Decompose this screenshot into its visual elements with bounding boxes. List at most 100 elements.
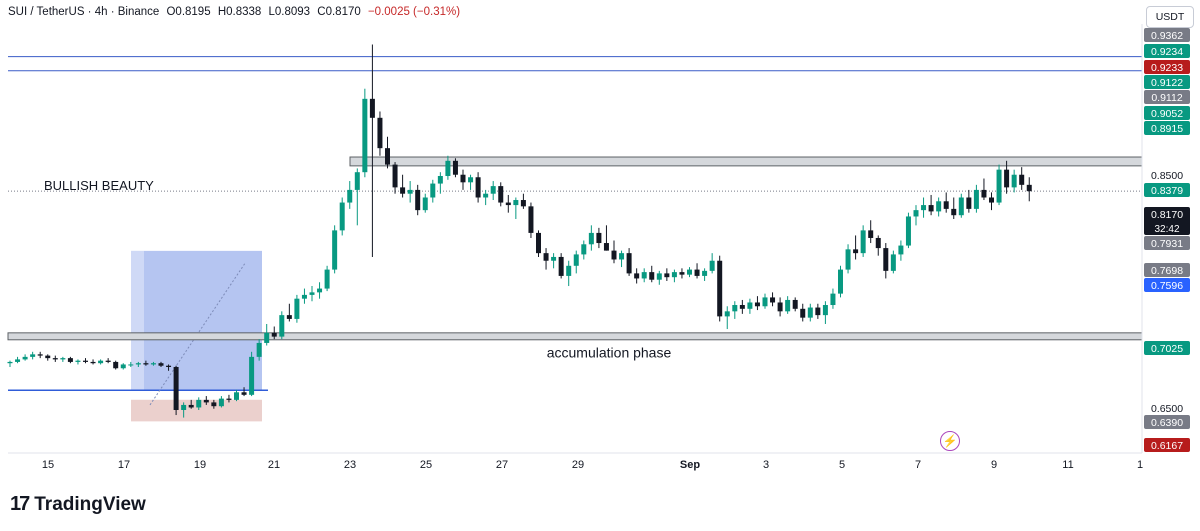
candle[interactable] bbox=[1004, 160, 1010, 194]
candle[interactable] bbox=[369, 44, 375, 257]
candle[interactable] bbox=[392, 162, 398, 194]
candle[interactable] bbox=[543, 248, 549, 270]
candle[interactable] bbox=[860, 225, 866, 257]
candle[interactable] bbox=[800, 303, 806, 322]
candle[interactable] bbox=[286, 303, 292, 322]
lightning-icon[interactable]: ⚡ bbox=[940, 431, 960, 451]
candle[interactable] bbox=[732, 301, 738, 319]
candle[interactable] bbox=[898, 240, 904, 261]
candle[interactable] bbox=[60, 356, 66, 362]
candle[interactable] bbox=[354, 168, 360, 226]
candle[interactable] bbox=[754, 296, 760, 311]
candle[interactable] bbox=[830, 288, 836, 309]
candle[interactable] bbox=[143, 360, 149, 366]
candle[interactable] bbox=[188, 399, 194, 409]
candle[interactable] bbox=[966, 189, 972, 213]
candle[interactable] bbox=[452, 158, 458, 178]
candle[interactable] bbox=[671, 269, 677, 283]
candle[interactable] bbox=[875, 235, 881, 256]
candle[interactable] bbox=[717, 255, 723, 322]
candle[interactable] bbox=[868, 220, 874, 244]
candle[interactable] bbox=[581, 240, 587, 260]
candle[interactable] bbox=[196, 397, 202, 410]
candle[interactable] bbox=[294, 294, 300, 323]
candle[interactable] bbox=[777, 297, 783, 317]
candle[interactable] bbox=[928, 194, 934, 216]
candle[interactable] bbox=[709, 253, 715, 274]
candle[interactable] bbox=[120, 363, 126, 370]
candle[interactable] bbox=[445, 155, 451, 180]
candle[interactable] bbox=[226, 394, 232, 403]
candle[interactable] bbox=[271, 326, 277, 340]
candle[interactable] bbox=[203, 396, 209, 405]
candle[interactable] bbox=[181, 402, 187, 418]
candle[interactable] bbox=[785, 296, 791, 314]
candle[interactable] bbox=[566, 260, 572, 287]
candle[interactable] bbox=[430, 179, 436, 203]
candle[interactable] bbox=[113, 360, 119, 370]
candle[interactable] bbox=[838, 265, 843, 298]
candle[interactable] bbox=[641, 268, 647, 283]
candle[interactable] bbox=[1026, 177, 1032, 202]
candle[interactable] bbox=[422, 193, 428, 213]
candle[interactable] bbox=[762, 293, 768, 309]
candle[interactable] bbox=[951, 197, 957, 219]
candle[interactable] bbox=[989, 192, 994, 211]
candle[interactable] bbox=[822, 301, 828, 324]
candle[interactable] bbox=[588, 225, 594, 251]
candle[interactable] bbox=[596, 227, 602, 249]
candle[interactable] bbox=[687, 267, 692, 278]
candle[interactable] bbox=[241, 387, 247, 397]
candle[interactable] bbox=[739, 299, 745, 314]
candle[interactable] bbox=[166, 364, 172, 371]
candle[interactable] bbox=[573, 250, 579, 274]
candle[interactable] bbox=[377, 111, 383, 156]
candle[interactable] bbox=[626, 248, 632, 276]
candle[interactable] bbox=[385, 136, 390, 169]
candle[interactable] bbox=[913, 205, 919, 226]
candle[interactable] bbox=[558, 253, 564, 279]
resistance-zone[interactable] bbox=[349, 156, 1143, 167]
candle[interactable] bbox=[513, 197, 519, 219]
candle[interactable] bbox=[845, 244, 851, 274]
candle[interactable] bbox=[211, 399, 217, 409]
candle[interactable] bbox=[890, 250, 896, 274]
candle[interactable] bbox=[883, 243, 889, 279]
candle[interactable] bbox=[853, 235, 859, 260]
candle[interactable] bbox=[339, 197, 345, 236]
candle[interactable] bbox=[105, 358, 111, 364]
candle[interactable] bbox=[98, 359, 104, 365]
candle[interactable] bbox=[498, 182, 504, 207]
currency-button[interactable]: USDT bbox=[1146, 6, 1194, 28]
candle[interactable] bbox=[656, 270, 662, 285]
annotation-label[interactable]: accumulation phase bbox=[547, 344, 672, 360]
candle[interactable] bbox=[90, 359, 96, 365]
candle[interactable] bbox=[309, 286, 315, 302]
candle[interactable] bbox=[936, 197, 942, 217]
candle[interactable] bbox=[528, 202, 534, 238]
candle[interactable] bbox=[128, 361, 134, 367]
candle[interactable] bbox=[603, 225, 609, 251]
candle[interactable] bbox=[679, 268, 685, 279]
candle[interactable] bbox=[332, 225, 338, 274]
support-zone[interactable] bbox=[7, 332, 1143, 341]
candle[interactable] bbox=[256, 339, 262, 361]
candle[interactable] bbox=[747, 298, 753, 314]
candle[interactable] bbox=[407, 181, 413, 203]
candle[interactable] bbox=[437, 172, 443, 194]
candle[interactable] bbox=[815, 303, 821, 319]
candle[interactable] bbox=[724, 306, 730, 330]
candle[interactable] bbox=[619, 250, 625, 268]
candle[interactable] bbox=[218, 396, 224, 408]
candle[interactable] bbox=[611, 240, 617, 264]
candle[interactable] bbox=[279, 311, 285, 340]
candle[interactable] bbox=[981, 178, 987, 201]
candle[interactable] bbox=[67, 356, 73, 364]
candle[interactable] bbox=[1011, 169, 1017, 193]
candle[interactable] bbox=[135, 361, 141, 367]
candle[interactable] bbox=[475, 172, 481, 203]
candle[interactable] bbox=[52, 355, 58, 362]
candle[interactable] bbox=[317, 282, 323, 299]
candle[interactable] bbox=[770, 292, 776, 307]
